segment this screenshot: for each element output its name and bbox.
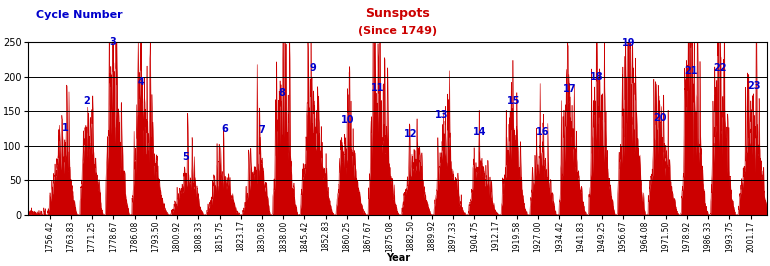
X-axis label: Year: Year xyxy=(386,253,410,263)
Text: 20: 20 xyxy=(653,113,667,123)
Text: 8: 8 xyxy=(279,88,285,98)
Text: 7: 7 xyxy=(259,126,265,135)
Text: 1: 1 xyxy=(62,123,69,134)
Text: 22: 22 xyxy=(713,63,727,73)
Text: 6: 6 xyxy=(221,124,228,134)
Text: 17: 17 xyxy=(563,84,577,94)
Text: 12: 12 xyxy=(404,129,417,139)
Text: 21: 21 xyxy=(685,65,698,76)
Text: 23: 23 xyxy=(748,81,761,91)
Text: 15: 15 xyxy=(507,96,521,106)
Text: 3: 3 xyxy=(109,36,116,47)
Text: 10: 10 xyxy=(341,115,354,125)
Text: 19: 19 xyxy=(621,38,635,48)
Text: (Since 1749): (Since 1749) xyxy=(358,26,437,35)
Text: 16: 16 xyxy=(536,127,549,137)
Text: Cycle Number: Cycle Number xyxy=(35,10,122,20)
Text: Sunspots: Sunspots xyxy=(366,7,430,20)
Text: 2: 2 xyxy=(84,96,90,106)
Text: 4: 4 xyxy=(138,77,145,87)
Text: 13: 13 xyxy=(435,110,449,120)
Text: 11: 11 xyxy=(371,83,384,93)
Text: 18: 18 xyxy=(590,72,604,82)
Text: 9: 9 xyxy=(310,63,316,73)
Text: 14: 14 xyxy=(473,127,486,137)
Text: 5: 5 xyxy=(182,152,189,162)
